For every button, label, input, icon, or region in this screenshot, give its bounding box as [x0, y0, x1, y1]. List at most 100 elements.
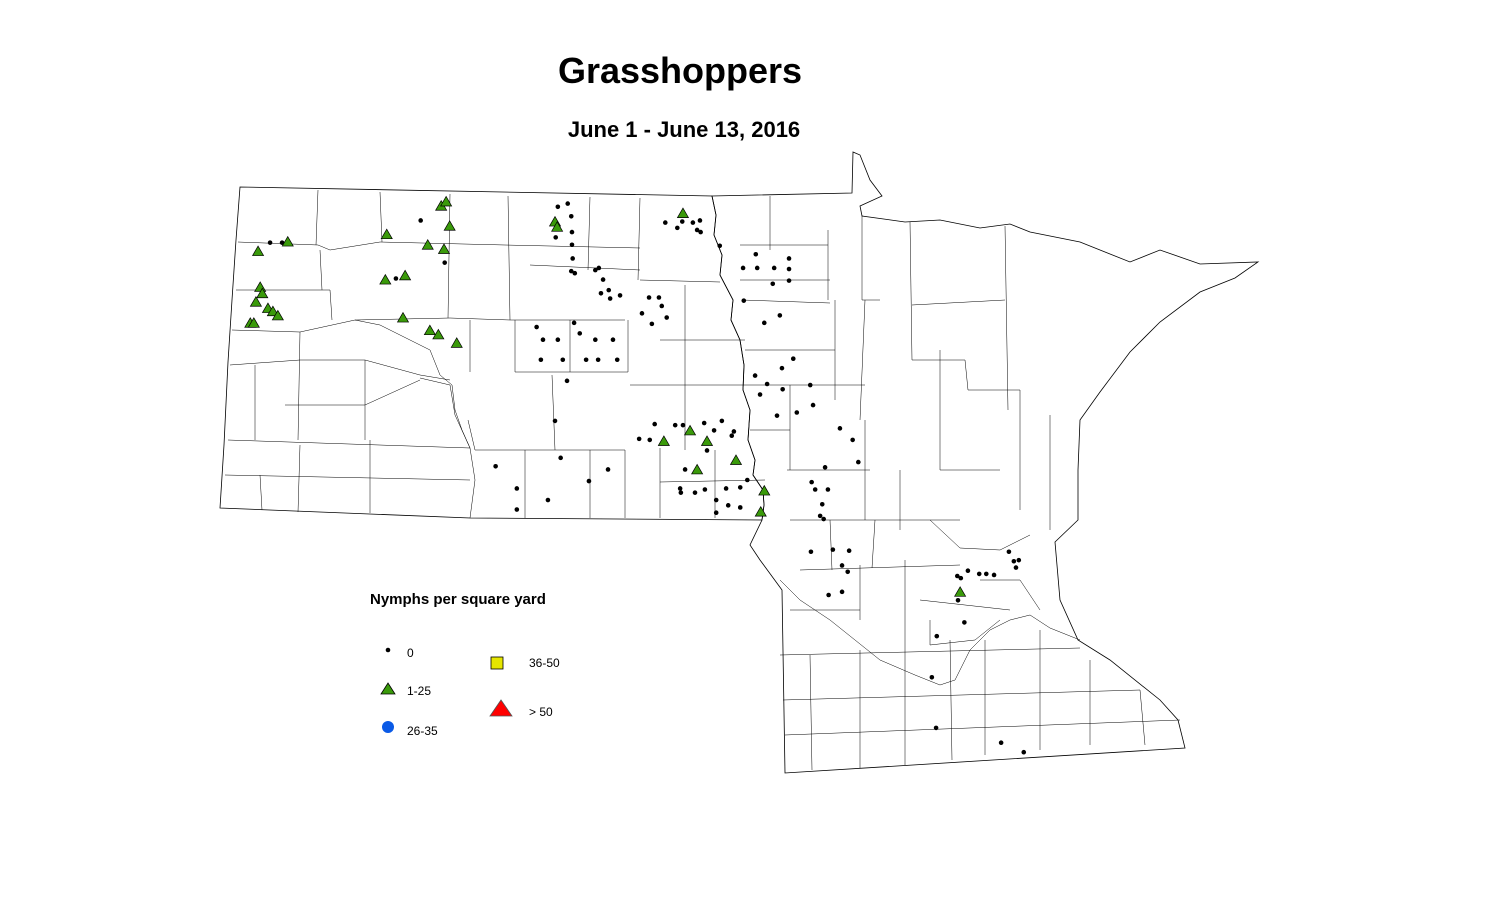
marker-zero: [955, 597, 961, 603]
marker-zero: [934, 633, 940, 639]
marker-zero: [809, 479, 814, 485]
marker-zero: [729, 433, 735, 438]
marker-zero: [779, 365, 785, 371]
marker-zero: [565, 201, 571, 206]
marker-zero: [692, 490, 698, 495]
marker-zero: [754, 265, 760, 271]
marker-zero: [656, 295, 662, 300]
marker-1-25: [754, 505, 767, 517]
marker-zero: [538, 357, 544, 363]
marker-1-25: [440, 195, 453, 207]
marker-zero: [819, 501, 825, 507]
marker-zero: [607, 296, 613, 301]
marker-zero: [675, 225, 680, 231]
marker-zero: [540, 337, 546, 342]
marker-zero: [807, 382, 813, 388]
marker-zero: [534, 324, 539, 330]
legend-triangle-icon: [380, 682, 396, 695]
marker-zero: [570, 256, 575, 261]
minnesota-outline: [711, 151, 1260, 774]
marker-zero: [812, 487, 818, 492]
marker-zero: [583, 357, 589, 363]
marker-zero: [672, 422, 678, 428]
marker-zero: [704, 448, 710, 453]
marker-1-25: [700, 435, 714, 446]
marker-zero: [764, 381, 770, 387]
marker-1-25: [758, 484, 771, 496]
marker-zero: [786, 278, 792, 283]
marker-zero: [606, 287, 612, 293]
marker-1-25: [396, 311, 410, 323]
marker-zero: [595, 357, 601, 363]
marker-zero: [701, 420, 707, 426]
marker-zero: [794, 410, 800, 415]
marker-1-25: [676, 207, 690, 218]
marker-zero: [514, 507, 520, 512]
marker-zero: [850, 437, 855, 443]
marker-zero: [770, 281, 776, 287]
marker-zero: [649, 321, 655, 327]
legend-dot-icon: [385, 647, 391, 653]
marker-zero: [442, 260, 448, 265]
marker-zero: [929, 674, 935, 680]
marker-zero: [1011, 558, 1017, 564]
marker-zero: [962, 620, 967, 625]
marker-zero: [697, 218, 703, 223]
marker-zero: [598, 290, 604, 296]
marker-zero: [737, 485, 743, 490]
marker-zero: [493, 463, 498, 469]
marker-zero: [659, 303, 665, 309]
marker-zero: [757, 392, 763, 397]
marker-zero: [560, 357, 566, 363]
marker-zero: [514, 486, 520, 491]
marker-zero: [752, 373, 758, 378]
markers-zero: [267, 201, 1027, 755]
marker-zero: [958, 575, 964, 581]
marker-zero: [780, 386, 785, 392]
marker-zero: [636, 436, 642, 442]
legend-symbols: [380, 647, 513, 733]
marker-zero: [821, 516, 826, 522]
marker-1-25: [729, 454, 743, 465]
marker-zero: [719, 418, 725, 424]
marker-zero: [393, 276, 399, 281]
marker-zero: [725, 503, 731, 508]
marker-1-25: [683, 424, 697, 436]
legend-label-1-25: 1-25: [407, 684, 432, 698]
minnesota-river: [779, 579, 1081, 686]
marker-zero: [647, 437, 653, 443]
marker-zero: [954, 573, 960, 579]
marker-zero: [983, 571, 989, 577]
marker-zero: [571, 320, 577, 326]
marker-1-25: [450, 337, 463, 348]
marker-1-25: [380, 228, 393, 240]
marker-zero: [267, 240, 273, 245]
marker-zero: [933, 725, 939, 731]
marker-zero: [564, 378, 570, 384]
marker-zero: [965, 568, 971, 574]
marker-zero: [646, 295, 652, 300]
marker-zero: [713, 497, 719, 503]
marker-1-25: [421, 239, 434, 250]
marker-1-25: [399, 269, 412, 281]
marker-zero: [568, 213, 574, 219]
marker-zero: [418, 218, 423, 223]
marker-zero: [639, 311, 645, 316]
marker-zero: [677, 486, 683, 491]
marker-zero: [745, 477, 750, 483]
marker-zero: [856, 459, 861, 465]
marker-zero: [991, 572, 997, 578]
marker-zero: [810, 402, 816, 408]
marker-zero: [552, 418, 558, 424]
legend-circle-icon: [382, 721, 394, 733]
marker-zero: [790, 356, 796, 361]
marker-zero: [1013, 565, 1019, 570]
marker-zero: [614, 357, 620, 363]
marker-zero: [569, 229, 575, 235]
marker-zero: [723, 486, 729, 491]
marker-1-25: [379, 273, 392, 285]
marker-zero: [976, 571, 982, 577]
marker-1-25: [432, 328, 445, 340]
marker-1-25: [954, 586, 967, 597]
marker-zero: [555, 204, 561, 210]
